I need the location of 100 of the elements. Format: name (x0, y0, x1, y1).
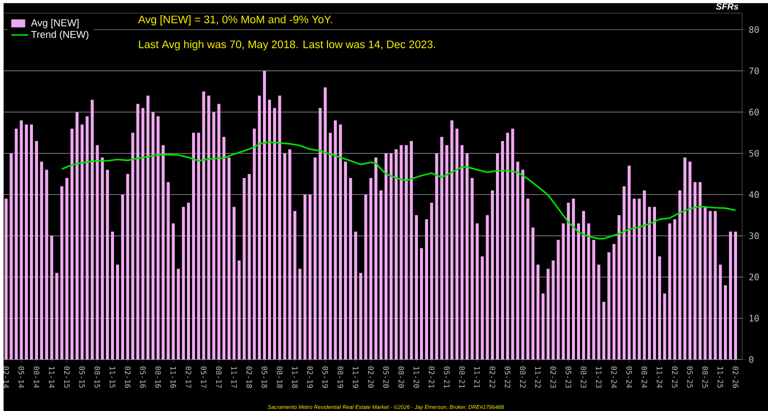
bar (724, 285, 727, 360)
bar (536, 264, 540, 360)
bar (414, 215, 418, 360)
bar (566, 202, 570, 360)
bar (278, 95, 282, 360)
bar (45, 170, 48, 360)
bar (212, 112, 216, 360)
bar (156, 116, 160, 360)
bar (202, 91, 206, 360)
bar (359, 272, 362, 360)
bar (480, 256, 484, 360)
bar (314, 157, 317, 360)
bar (258, 95, 261, 360)
bar (40, 161, 44, 360)
bar (546, 268, 550, 360)
bar (176, 268, 180, 360)
bar (501, 140, 504, 360)
bar (298, 268, 302, 360)
bar (582, 210, 586, 360)
bar (283, 153, 286, 360)
bar (728, 232, 732, 360)
bar (217, 104, 220, 360)
bar (80, 124, 84, 360)
bar (612, 244, 616, 360)
bar (445, 144, 448, 360)
bar (542, 293, 545, 360)
bar (344, 161, 347, 360)
bar (642, 190, 646, 360)
bar (425, 219, 428, 360)
bar (622, 186, 626, 360)
bar (303, 194, 306, 360)
bar (638, 198, 641, 360)
bar (186, 202, 190, 360)
bar (131, 132, 134, 360)
y-tick-label: 30 (749, 232, 759, 240)
bar (618, 215, 621, 360)
bar (293, 210, 296, 360)
bar (166, 182, 170, 360)
annotation: Last Avg high was 70, May 2018. Last low was 14, Dec 2023. (139, 40, 436, 50)
bar (207, 95, 210, 360)
bar (577, 223, 580, 360)
bar (248, 174, 251, 360)
bar (714, 210, 717, 360)
bar (607, 252, 610, 360)
bar (228, 157, 230, 360)
bar (556, 240, 560, 360)
bar (572, 198, 575, 360)
bar (24, 124, 28, 360)
bar (262, 70, 266, 360)
bar (10, 153, 13, 360)
bar (704, 206, 707, 360)
bar (678, 190, 682, 360)
bar (708, 210, 712, 360)
bar (516, 161, 520, 360)
bar (318, 108, 322, 360)
bar (192, 132, 196, 360)
bar (35, 140, 38, 360)
bar (384, 153, 388, 360)
bar (668, 223, 672, 360)
bar (404, 144, 408, 360)
y-tick-label: 50 (749, 150, 759, 157)
bar (673, 219, 676, 360)
bar (698, 182, 702, 360)
bar (116, 264, 120, 360)
bar (369, 178, 372, 360)
bar (628, 166, 631, 360)
bar (450, 120, 454, 360)
bar (60, 186, 64, 360)
bar (394, 149, 398, 360)
bar (334, 120, 337, 360)
bar (531, 227, 534, 360)
bar (526, 198, 530, 360)
bar (486, 215, 489, 360)
bar (242, 178, 246, 360)
bar (496, 153, 499, 360)
bar (232, 206, 236, 360)
bar (430, 202, 434, 360)
bar (4, 198, 8, 360)
bar (694, 182, 697, 360)
bar (420, 248, 423, 360)
annotation: Avg [NEW] = 31, 0% MoM and -9% YoY. (138, 15, 332, 26)
bar (683, 157, 686, 360)
bar (400, 144, 403, 360)
y-axis-title: SFRs (716, 3, 738, 10)
bar (552, 260, 555, 360)
bar (252, 128, 256, 360)
bar (273, 108, 276, 360)
bar (470, 178, 474, 360)
bar (126, 174, 130, 360)
bar (390, 153, 393, 360)
bar (70, 128, 74, 360)
bar (152, 112, 155, 360)
bar (718, 264, 722, 360)
bar (50, 236, 54, 360)
bar (632, 198, 636, 360)
bar (374, 157, 378, 360)
bar (648, 206, 651, 360)
y-tick-label: 70 (749, 67, 759, 74)
y-tick-label: 40 (749, 191, 759, 198)
bar (197, 132, 200, 360)
